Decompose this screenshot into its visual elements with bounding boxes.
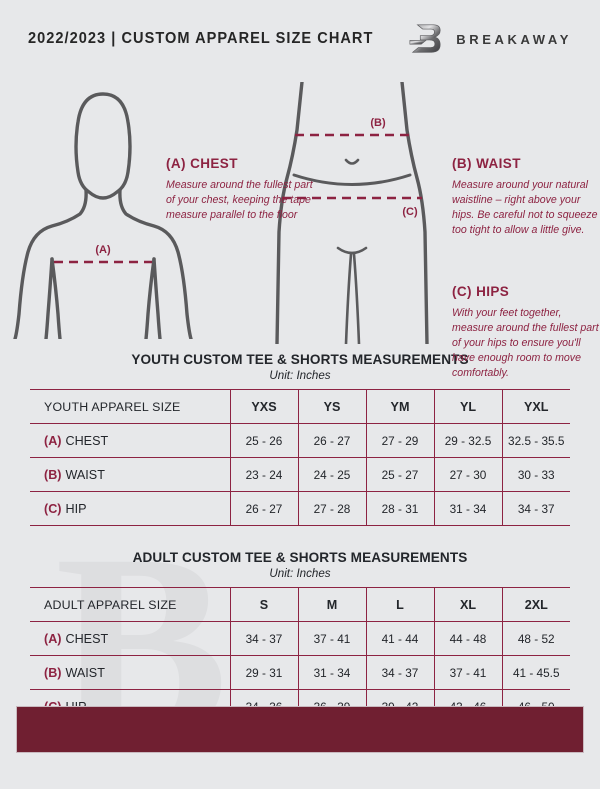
- row-tag: (B): [44, 467, 62, 482]
- column-header-s: S: [229, 587, 298, 622]
- row-label-waist: (B) WAIST: [30, 655, 230, 690]
- cell-value: 41 - 45.5: [501, 655, 570, 690]
- note-waist-body: Measure around your natural waistline – …: [452, 179, 598, 237]
- note-hips-body: With your feet together, measure around …: [452, 307, 599, 380]
- torso-figure-illustration: (A): [13, 92, 193, 339]
- cell-value: 27 - 28: [297, 491, 366, 526]
- hip-measure-label: (C): [402, 206, 418, 218]
- cell-value: 28 - 31: [365, 491, 434, 526]
- column-header-ym: YM: [365, 389, 434, 424]
- cell-value: 25 - 27: [365, 457, 434, 492]
- adult-table-unit: Unit: Inches: [269, 567, 331, 580]
- cell-value: 31 - 34: [433, 491, 502, 526]
- measurement-diagrams: (A) (B) (C): [0, 78, 600, 379]
- adult-table-title: ADULT CUSTOM TEE & SHORTS MEASUREMENTS: [132, 550, 468, 565]
- note-chest: (A) CHEST Measure around the fullest par…: [166, 156, 314, 223]
- column-header-yxs: YXS: [229, 389, 298, 424]
- table-header-row: YOUTH APPAREL SIZE YXS YS YM YL YXL: [30, 389, 570, 424]
- row-tag: (A): [44, 433, 62, 448]
- note-hips: (C) HIPS With your feet together, measur…: [452, 284, 600, 381]
- row-label-text: CHEST: [65, 631, 109, 646]
- cell-value: 29 - 31: [229, 655, 298, 690]
- note-chest-body: Measure around the fullest part of your …: [166, 179, 313, 222]
- youth-table-title: YOUTH CUSTOM TEE & SHORTS MEASUREMENTS: [131, 352, 469, 367]
- cell-value: 34 - 37: [501, 491, 570, 526]
- column-header-2xl: 2XL: [501, 587, 570, 622]
- cell-value: 23 - 24: [229, 457, 298, 492]
- breakaway-b-monogram-icon: [409, 24, 441, 53]
- table-row: (B) WAIST 29 - 31 31 - 34 34 - 37 37 - 41…: [30, 655, 570, 690]
- youth-size-table: YOUTH APPAREL SIZE YXS YS YM YL YXL (A) C…: [30, 389, 570, 526]
- row-label-text: CHEST: [65, 433, 109, 448]
- cell-value: 30 - 33: [501, 457, 570, 492]
- table-row: (C) HIP 26 - 27 27 - 28 28 - 31 31 - 34 3…: [30, 491, 570, 526]
- column-header-yxl: YXL: [501, 389, 570, 424]
- table-row: (A) CHEST 34 - 37 37 - 41 41 - 44 44 - 48…: [30, 621, 570, 656]
- column-header-size: ADULT APPAREL SIZE: [30, 587, 230, 622]
- row-label-text: HIP: [65, 501, 87, 516]
- cell-value: 31 - 34: [297, 655, 366, 690]
- row-label-text: WAIST: [65, 665, 105, 680]
- cell-value: 37 - 41: [433, 655, 502, 690]
- row-tag: (A): [44, 631, 62, 646]
- cell-value: 37 - 41: [297, 621, 366, 656]
- adult-size-table: ADULT APPAREL SIZE S M L XL 2XL (A) CHEST…: [30, 587, 570, 724]
- hips-figure-illustration: (B) (C): [275, 82, 429, 344]
- waist-measure-label: (B): [370, 117, 386, 129]
- youth-table-unit: Unit: Inches: [269, 369, 331, 382]
- table-row: (A) CHEST 25 - 26 26 - 27 27 - 29 29 - 32…: [30, 423, 570, 458]
- cell-value: 34 - 37: [229, 621, 298, 656]
- table-header-row: ADULT APPAREL SIZE S M L XL 2XL: [30, 587, 570, 622]
- brand-lockup: BREAKAWAY: [408, 21, 572, 57]
- cell-value: 48 - 52: [501, 621, 570, 656]
- adult-table-section: ADULT CUSTOM TEE & SHORTS MEASUREMENTS U…: [0, 550, 600, 724]
- youth-table-section: YOUTH CUSTOM TEE & SHORTS MEASUREMENTS U…: [0, 352, 600, 526]
- cell-value: 26 - 27: [229, 491, 298, 526]
- row-tag: (B): [44, 665, 62, 680]
- note-waist: (B) WAIST Measure around your natural wa…: [452, 156, 600, 238]
- row-label-text: WAIST: [65, 467, 105, 482]
- note-chest-title: (A) CHEST: [166, 156, 238, 171]
- cell-value: 44 - 48: [433, 621, 502, 656]
- row-label-chest: (A) CHEST: [30, 621, 230, 656]
- brand-name: BREAKAWAY: [456, 31, 572, 47]
- row-label-chest: (A) CHEST: [30, 423, 230, 458]
- column-header-ys: YS: [297, 389, 366, 424]
- column-header-xl: XL: [433, 587, 502, 622]
- cell-value: 25 - 26: [229, 423, 298, 458]
- cell-value: 41 - 44: [365, 621, 434, 656]
- cell-value: 24 - 25: [297, 457, 366, 492]
- row-label-waist: (B) WAIST: [30, 457, 230, 492]
- cell-value: 34 - 37: [365, 655, 434, 690]
- footer-bar: [16, 706, 584, 753]
- cell-value: 27 - 30: [433, 457, 502, 492]
- size-chart-page: 2022/2023 | CUSTOM APPAREL SIZE CHART BR…: [0, 0, 600, 724]
- chest-measure-label: (A): [95, 244, 111, 256]
- note-waist-title: (B) WAIST: [452, 156, 521, 171]
- column-header-m: M: [297, 587, 366, 622]
- cell-value: 27 - 29: [365, 423, 434, 458]
- cell-value: 29 - 32.5: [433, 423, 502, 458]
- note-hips-title: (C) HIPS: [452, 284, 510, 299]
- row-tag: (C): [44, 501, 62, 516]
- row-label-hip: (C)HIP: [30, 491, 230, 526]
- page-header: 2022/2023 | CUSTOM APPAREL SIZE CHART BR…: [0, 0, 600, 78]
- section-spacer: [0, 526, 600, 544]
- column-header-size: YOUTH APPAREL SIZE: [30, 389, 230, 424]
- cell-value: 32.5 - 35.5: [501, 423, 570, 458]
- page-title: 2022/2023 | CUSTOM APPAREL SIZE CHART: [28, 30, 374, 47]
- table-row: (B) WAIST 23 - 24 24 - 25 25 - 27 27 - 30…: [30, 457, 570, 492]
- column-header-l: L: [365, 587, 434, 622]
- column-header-yl: YL: [433, 389, 502, 424]
- cell-value: 26 - 27: [297, 423, 366, 458]
